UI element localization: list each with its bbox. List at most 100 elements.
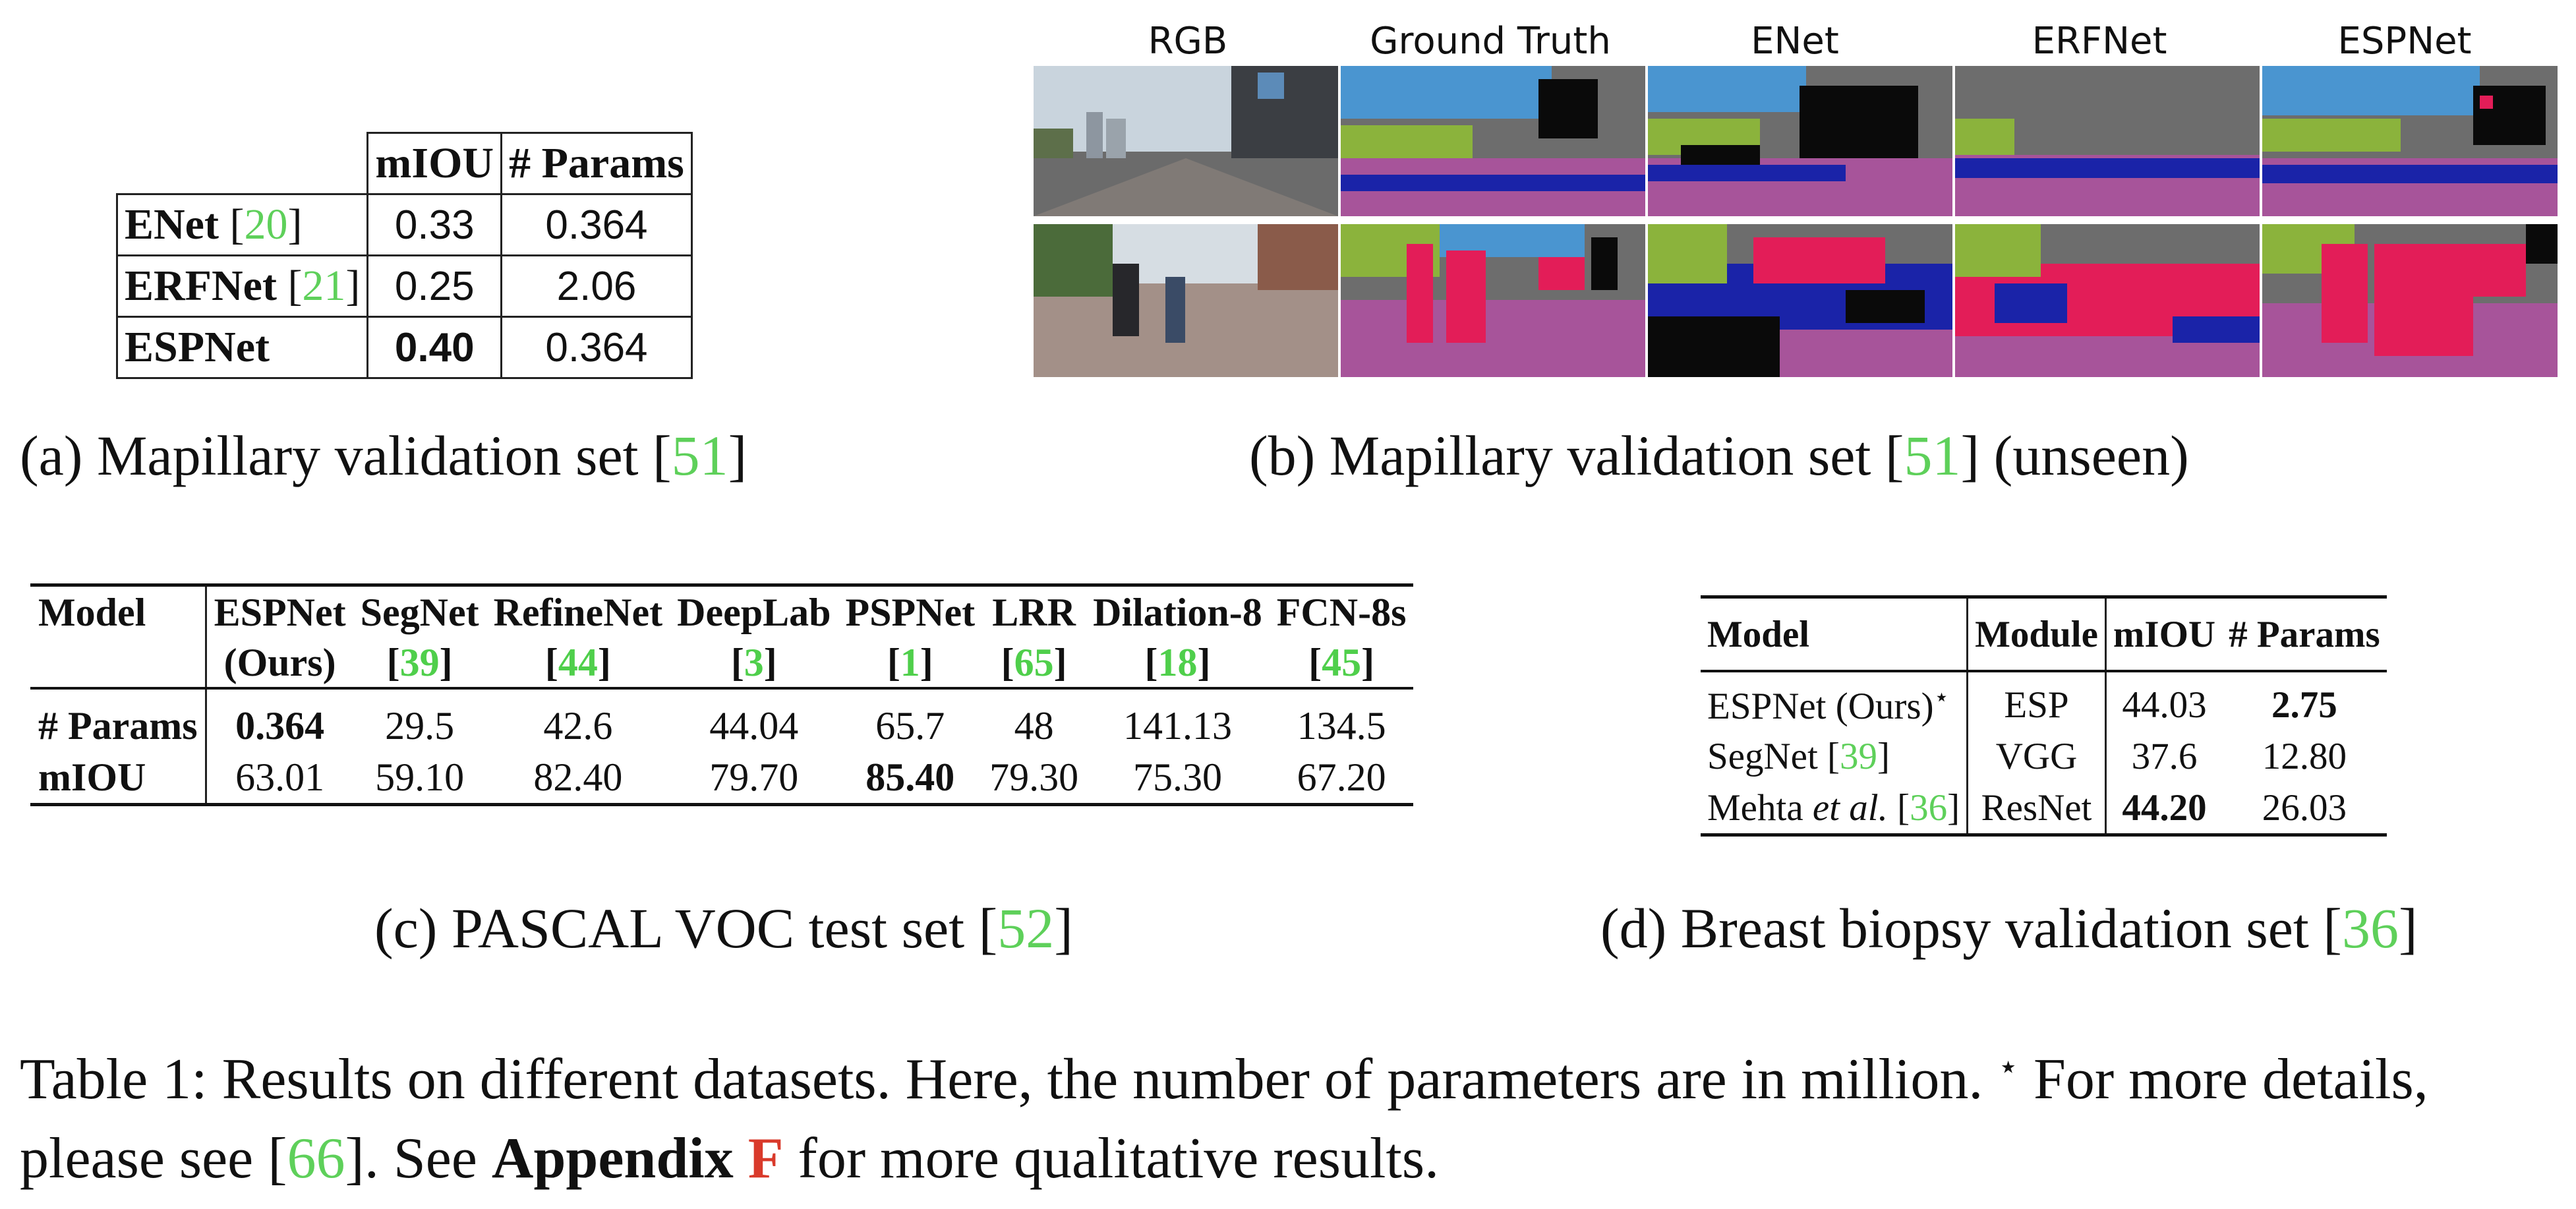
table-c-cell-best: 85.40 [838, 752, 983, 806]
table-d-header-model: Model [1701, 595, 1969, 672]
table-c-cell: 75.30 [1086, 752, 1270, 806]
table-row: # Params 0.364 29.5 42.6 44.04 65.7 48 1… [30, 688, 1413, 752]
table-c-ref: [1] [838, 638, 983, 690]
citation-link[interactable]: 1 [900, 640, 920, 684]
caption-text: For more details, please see [ [20, 1047, 2428, 1191]
table-d-miou: 44.03 [2122, 684, 2207, 726]
column-header-espnet: ESPNet [2337, 20, 2472, 63]
table-c-ref: [3] [670, 638, 838, 690]
citation-link[interactable]: 21 [302, 262, 346, 310]
appendix-link[interactable]: F [747, 1126, 784, 1191]
enet-prediction-row2 [1648, 224, 1952, 377]
table-c-cell: 79.30 [982, 752, 1086, 806]
table-c-cell: 65.7 [875, 703, 945, 748]
citation-link[interactable]: 66 [287, 1126, 345, 1191]
subcaption-b-text: (b) Mapillary validation set [ [1249, 424, 1904, 487]
table-c-ref: [39] [353, 638, 486, 690]
table-c-cell: 63.01 [206, 752, 353, 806]
ground-truth-row2 [1341, 224, 1645, 377]
table-c-header-row: Model ESPNet SegNet RefineNet DeepLab PS… [30, 583, 1414, 638]
model-name: Mehta [1707, 786, 1813, 829]
table-c-ref: [18] [1086, 638, 1270, 690]
table-c-col-lrr: LRR [982, 583, 1086, 638]
erfnet-prediction-row2 [1955, 224, 2260, 377]
subcaption-d: (d) Breast biopsy validation set [36] [1600, 900, 2418, 957]
model-name: ESPNet [125, 323, 270, 371]
caption-text: Table 1: Results on different datasets. … [20, 1047, 1998, 1111]
citation-link[interactable]: 65 [1014, 640, 1054, 684]
table-c-row-label-params: # Params [30, 688, 207, 752]
table-c-col-fcn: FCN-8s [1269, 583, 1414, 638]
table-a-params: 0.364 [500, 193, 693, 256]
citation-link[interactable]: 45 [1322, 640, 1362, 684]
table-c-cell: 29.5 [385, 703, 455, 748]
table-row: ENet [20] 0.33 0.364 [115, 193, 693, 256]
table-c-cell: 79.70 [670, 752, 838, 806]
table-d-miou: 37.6 [2131, 735, 2198, 777]
table-a-corner [117, 133, 369, 195]
citation-link[interactable]: 20 [244, 200, 288, 249]
table-c-cell: 59.10 [353, 752, 486, 806]
table-d-header-params: # Params [2222, 595, 2387, 672]
caption-text: for more qualitative results. [783, 1126, 1440, 1191]
star-mark: ⋆ [1997, 1048, 2019, 1086]
model-name: SegNet [ [1707, 735, 1840, 777]
table-a-header-params: # Params [500, 132, 693, 195]
table-row: ESPNet (Ours)⋆ ESP 44.03 2.75 [1701, 671, 2387, 730]
table-c-cell: 44.04 [709, 703, 799, 748]
table-row: Mehta et al. [36] ResNet 44.20 26.03 [1701, 782, 2387, 837]
table-c-header-model: Model [30, 583, 207, 638]
table-a-model-cell: ENet [20] [115, 193, 369, 256]
table-c-col-espnet: ESPNet [206, 583, 353, 638]
table-a-model-cell: ESPNet [115, 316, 369, 379]
table-c-cell: 67.20 [1269, 752, 1414, 806]
table-c-cell: 134.5 [1297, 703, 1386, 748]
table-d-params: 26.03 [2222, 782, 2387, 837]
table-d-header-miou: mIOU [2105, 595, 2223, 672]
table-c: Model ESPNet SegNet RefineNet DeepLab PS… [30, 583, 1414, 806]
star-mark: ⋆ [1933, 683, 1950, 711]
citation-link[interactable]: 51 [1904, 424, 1961, 487]
subcaption-d-text: (d) Breast biopsy validation set [ [1600, 897, 2342, 960]
table-c-ref: [65] [982, 638, 1086, 690]
table-d-module: ResNet [1967, 782, 2107, 837]
table-row: mIOU 63.01 59.10 82.40 79.70 85.40 79.30… [30, 752, 1414, 806]
enet-prediction-row1 [1648, 66, 1952, 216]
table-d-model-cell: ESPNet (Ours)⋆ [1701, 671, 1969, 730]
model-name: ESPNet (Ours) [1707, 685, 1934, 727]
model-name-end: ] [1877, 735, 1890, 777]
table-d-model-cell: Mehta et al. [36] [1701, 782, 1969, 837]
table-c-cell: 141.13 [1123, 703, 1232, 748]
table-c-col-dilation: Dilation-8 [1086, 583, 1270, 638]
table-c-cell: 0.364 [235, 703, 325, 748]
table-caption: Table 1: Results on different datasets. … [20, 1040, 2564, 1198]
table-a-miou: 0.33 [366, 193, 503, 256]
citation-link[interactable]: 52 [997, 897, 1055, 960]
citation-link[interactable]: 36 [1910, 786, 1948, 829]
citation-link[interactable]: 44 [558, 640, 598, 684]
espnet-prediction-row2 [2262, 224, 2558, 377]
citation-link[interactable]: 36 [2341, 897, 2399, 960]
column-header-ground-truth: Ground Truth [1370, 20, 1611, 63]
rgb-image-row1 [1034, 66, 1338, 216]
subcaption-b-end: ] (unseen) [1960, 424, 2189, 487]
citation-link[interactable]: 39 [1840, 735, 1878, 777]
citation-link[interactable]: 18 [1157, 640, 1198, 684]
table-row: ERFNet [21] 0.25 2.06 [115, 254, 693, 318]
table-c-cell: 82.40 [486, 752, 670, 806]
citation-link[interactable]: 51 [671, 424, 728, 487]
subcaption-a-end: ] [728, 424, 747, 487]
table-d-module: ESP [1967, 671, 2107, 730]
model-name-mid: [ [1887, 786, 1910, 829]
caption-bold-text: Appendix [491, 1126, 734, 1191]
table-d-params: 12.80 [2262, 735, 2347, 777]
table-c-col-deeplab: DeepLab [670, 583, 838, 638]
table-a: mIOU # Params ENet [20] 0.33 0.364 ERFNe… [115, 132, 693, 379]
table-c-col-pspnet: PSPNet [838, 583, 983, 638]
table-c-ref: [45] [1269, 638, 1414, 690]
caption-space [734, 1127, 748, 1191]
citation-link[interactable]: 3 [744, 640, 764, 684]
citation-link[interactable]: 39 [399, 640, 440, 684]
table-c-blank [30, 638, 207, 690]
subcaption-b: (b) Mapillary validation set [51] (unsee… [1249, 427, 2189, 484]
